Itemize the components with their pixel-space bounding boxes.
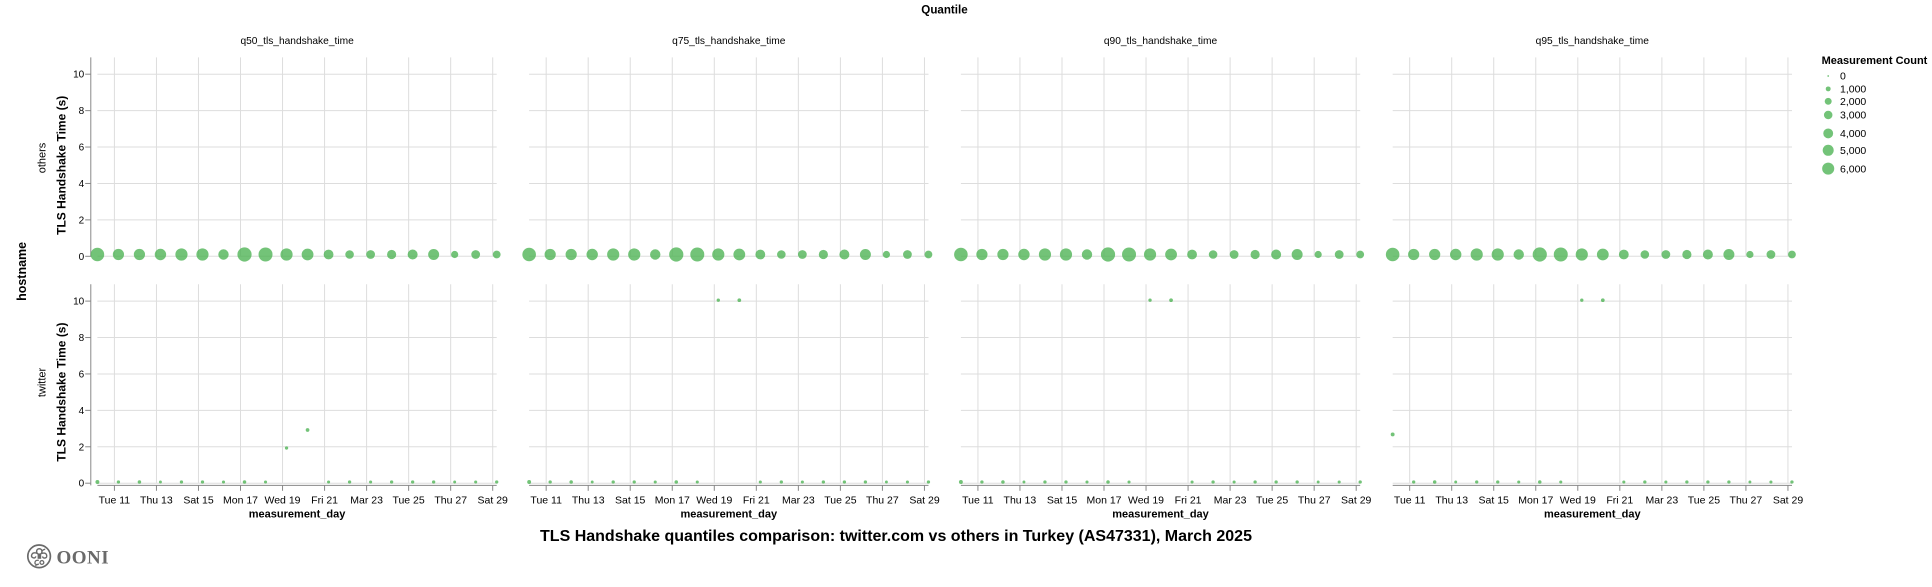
svg-text:Fri 21: Fri 21 (1606, 494, 1633, 506)
svg-text:Thu 27: Thu 27 (434, 494, 467, 506)
svg-text:Quantile: Quantile (921, 4, 968, 17)
svg-text:5,000: 5,000 (1840, 145, 1866, 157)
svg-text:4: 4 (79, 406, 85, 417)
svg-text:q50_tls_handshake_time: q50_tls_handshake_time (240, 36, 354, 47)
svg-text:Tue 11: Tue 11 (1394, 494, 1426, 506)
svg-text:measurement_day: measurement_day (680, 509, 777, 521)
svg-text:twitter: twitter (37, 367, 49, 397)
svg-text:Wed 19: Wed 19 (696, 494, 732, 506)
svg-text:measurement_day: measurement_day (1544, 509, 1641, 521)
svg-text:8: 8 (79, 333, 85, 344)
svg-text:Mon 17: Mon 17 (1086, 494, 1121, 506)
svg-text:Mar 23: Mar 23 (1646, 494, 1679, 506)
svg-text:Mon 17: Mon 17 (655, 494, 690, 506)
svg-text:Sat 29: Sat 29 (1341, 494, 1372, 506)
svg-text:10: 10 (73, 297, 85, 308)
svg-text:Wed 19: Wed 19 (1128, 494, 1164, 506)
svg-text:6: 6 (79, 369, 85, 380)
svg-text:Thu 27: Thu 27 (866, 494, 899, 506)
svg-text:Tue 11: Tue 11 (962, 494, 994, 506)
svg-text:Wed 19: Wed 19 (265, 494, 301, 506)
svg-text:hostname: hostname (15, 242, 29, 301)
svg-text:Fri 21: Fri 21 (1175, 494, 1202, 506)
svg-text:measurement_day: measurement_day (1112, 509, 1209, 521)
svg-text:4: 4 (79, 179, 85, 190)
svg-text:Mon 17: Mon 17 (223, 494, 258, 506)
svg-text:4,000: 4,000 (1840, 128, 1866, 140)
svg-text:Thu 13: Thu 13 (140, 494, 173, 506)
svg-text:q95_tls_handshake_time: q95_tls_handshake_time (1536, 36, 1650, 47)
svg-text:Tue 25: Tue 25 (1256, 494, 1288, 506)
svg-text:Fri 21: Fri 21 (743, 494, 770, 506)
svg-text:Sat 15: Sat 15 (1479, 494, 1510, 506)
svg-text:0: 0 (79, 252, 85, 263)
svg-text:TLS Handshake Time (s): TLS Handshake Time (s) (55, 96, 69, 235)
svg-text:TLS Handshake quantiles compar: TLS Handshake quantiles comparison: twit… (540, 528, 1252, 545)
svg-text:Mar 23: Mar 23 (1214, 494, 1247, 506)
svg-text:Mar 23: Mar 23 (350, 494, 383, 506)
svg-text:measurement_day: measurement_day (249, 509, 346, 521)
svg-text:TLS Handshake Time (s): TLS Handshake Time (s) (55, 323, 69, 462)
svg-text:Thu 27: Thu 27 (1298, 494, 1331, 506)
svg-text:3,000: 3,000 (1840, 110, 1866, 122)
svg-text:q90_tls_handshake_time: q90_tls_handshake_time (1104, 36, 1218, 47)
svg-text:Sat 29: Sat 29 (909, 494, 940, 506)
svg-text:Sat 15: Sat 15 (1047, 494, 1078, 506)
svg-text:2: 2 (79, 215, 85, 226)
svg-text:Fri 21: Fri 21 (311, 494, 338, 506)
svg-text:others: others (37, 142, 49, 173)
svg-text:0: 0 (1840, 71, 1846, 83)
svg-text:Tue 11: Tue 11 (99, 494, 131, 506)
svg-text:6: 6 (79, 143, 85, 154)
svg-text:2,000: 2,000 (1840, 96, 1866, 108)
svg-text:Wed 19: Wed 19 (1560, 494, 1596, 506)
svg-text:Thu 13: Thu 13 (1435, 494, 1468, 506)
svg-text:Thu 27: Thu 27 (1730, 494, 1763, 506)
svg-text:2: 2 (79, 442, 85, 453)
svg-text:Mon 17: Mon 17 (1518, 494, 1553, 506)
svg-text:6,000: 6,000 (1840, 163, 1866, 175)
svg-text:Mar 23: Mar 23 (782, 494, 815, 506)
svg-text:1,000: 1,000 (1840, 84, 1866, 96)
svg-text:Measurement Count: Measurement Count (1822, 55, 1928, 67)
svg-text:Tue 25: Tue 25 (824, 494, 856, 506)
svg-text:Tue 11: Tue 11 (530, 494, 562, 506)
svg-text:Tue 25: Tue 25 (392, 494, 424, 506)
svg-text:OONI: OONI (57, 547, 110, 568)
svg-text:8: 8 (79, 106, 85, 117)
svg-text:Sat 15: Sat 15 (183, 494, 214, 506)
svg-text:Thu 13: Thu 13 (1004, 494, 1037, 506)
svg-text:10: 10 (73, 70, 85, 81)
svg-text:0: 0 (79, 479, 85, 490)
svg-text:Thu 13: Thu 13 (572, 494, 605, 506)
svg-text:Sat 29: Sat 29 (478, 494, 509, 506)
svg-text:Sat 15: Sat 15 (615, 494, 646, 506)
svg-text:Sat 29: Sat 29 (1773, 494, 1804, 506)
svg-text:Tue 25: Tue 25 (1688, 494, 1720, 506)
svg-text:q75_tls_handshake_time: q75_tls_handshake_time (672, 36, 786, 47)
